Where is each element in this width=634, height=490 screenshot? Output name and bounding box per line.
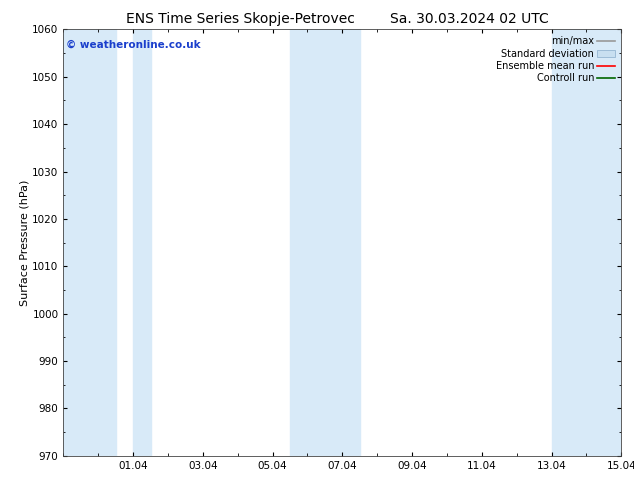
Bar [63,29,116,456]
Bar [133,29,151,456]
Bar [552,29,621,456]
Text: © weatheronline.co.uk: © weatheronline.co.uk [66,40,201,50]
Legend: min/max, Standard deviation, Ensemble mean run, Controll run: min/max, Standard deviation, Ensemble me… [494,34,616,85]
Bar [290,29,360,456]
Y-axis label: Surface Pressure (hPa): Surface Pressure (hPa) [20,179,30,306]
Text: Sa. 30.03.2024 02 UTC: Sa. 30.03.2024 02 UTC [390,12,548,26]
Text: ENS Time Series Skopje-Petrovec: ENS Time Series Skopje-Petrovec [126,12,356,26]
